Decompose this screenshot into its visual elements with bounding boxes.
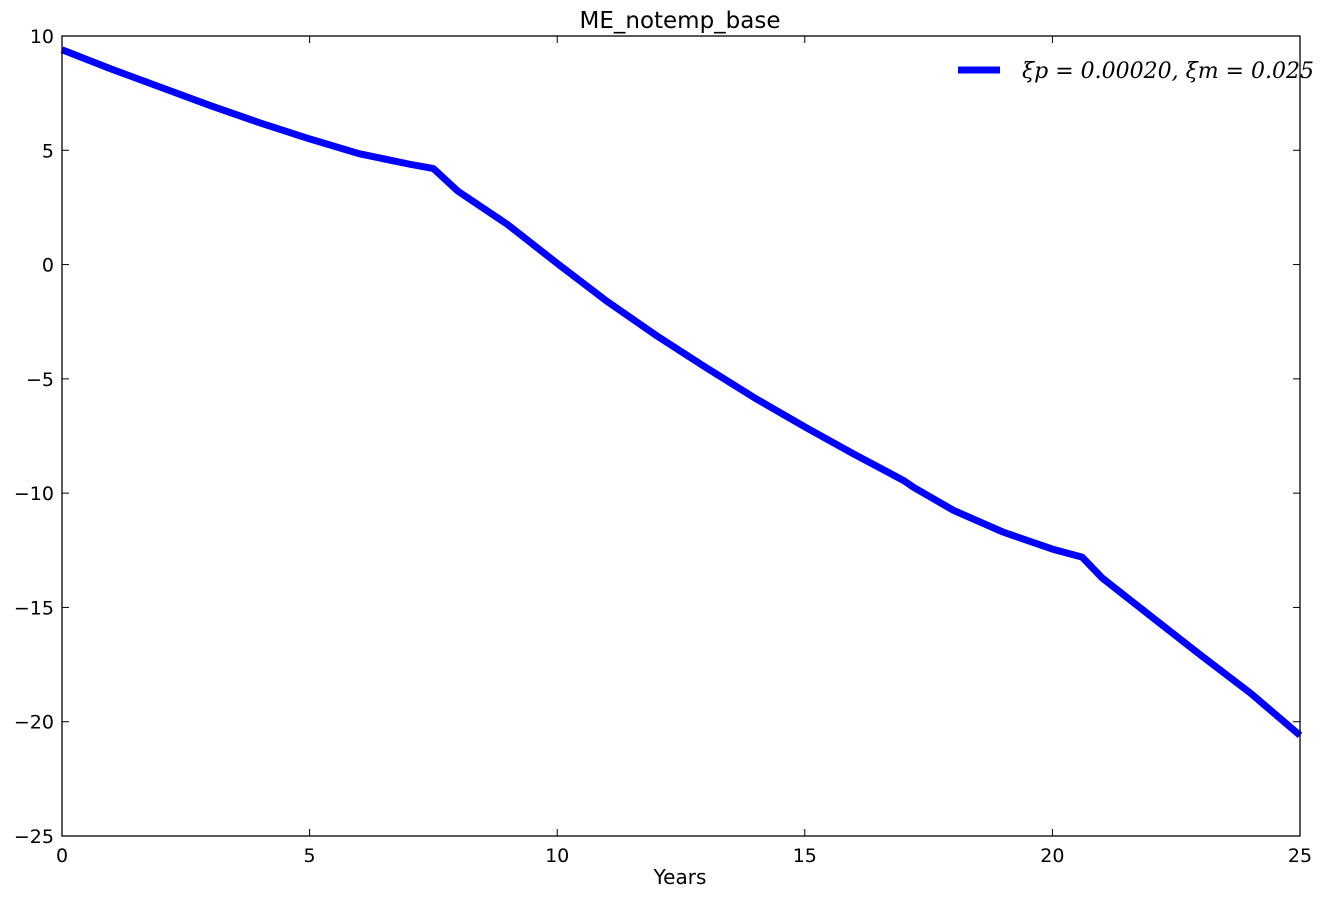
legend-label: ξp = 0.00020, ξm = 0.025 (1022, 59, 1314, 84)
y-tick-label: −10 (14, 483, 54, 505)
y-tick-label: 10 (30, 26, 54, 48)
x-axis-label: Years (653, 865, 707, 889)
y-tick-label: −25 (14, 826, 54, 848)
plot-frame (61, 35, 1301, 837)
x-tick-label: 15 (793, 845, 817, 867)
x-tick-label: 10 (545, 845, 569, 867)
series-line-0 (60, 46, 1303, 739)
plot-area: 0 5 10 15 20 25 −25 −20 −15 −10 −5 0 5 10 (14, 26, 1312, 867)
x-tick-label: 20 (1040, 845, 1064, 867)
y-tick-label: −5 (26, 369, 54, 391)
y-tick-label: 5 (42, 140, 54, 162)
x-tick-label: 25 (1288, 845, 1312, 867)
x-tick-label: 5 (304, 845, 316, 867)
x-tick-label: 0 (56, 845, 68, 867)
y-tick-label: 0 (42, 255, 54, 277)
y-tick-label: −15 (14, 597, 54, 619)
y-tick-label: −20 (14, 712, 54, 734)
legend: ξp = 0.00020, ξm = 0.025 (958, 59, 1314, 84)
chart-title: ME_notemp_base (579, 8, 780, 34)
